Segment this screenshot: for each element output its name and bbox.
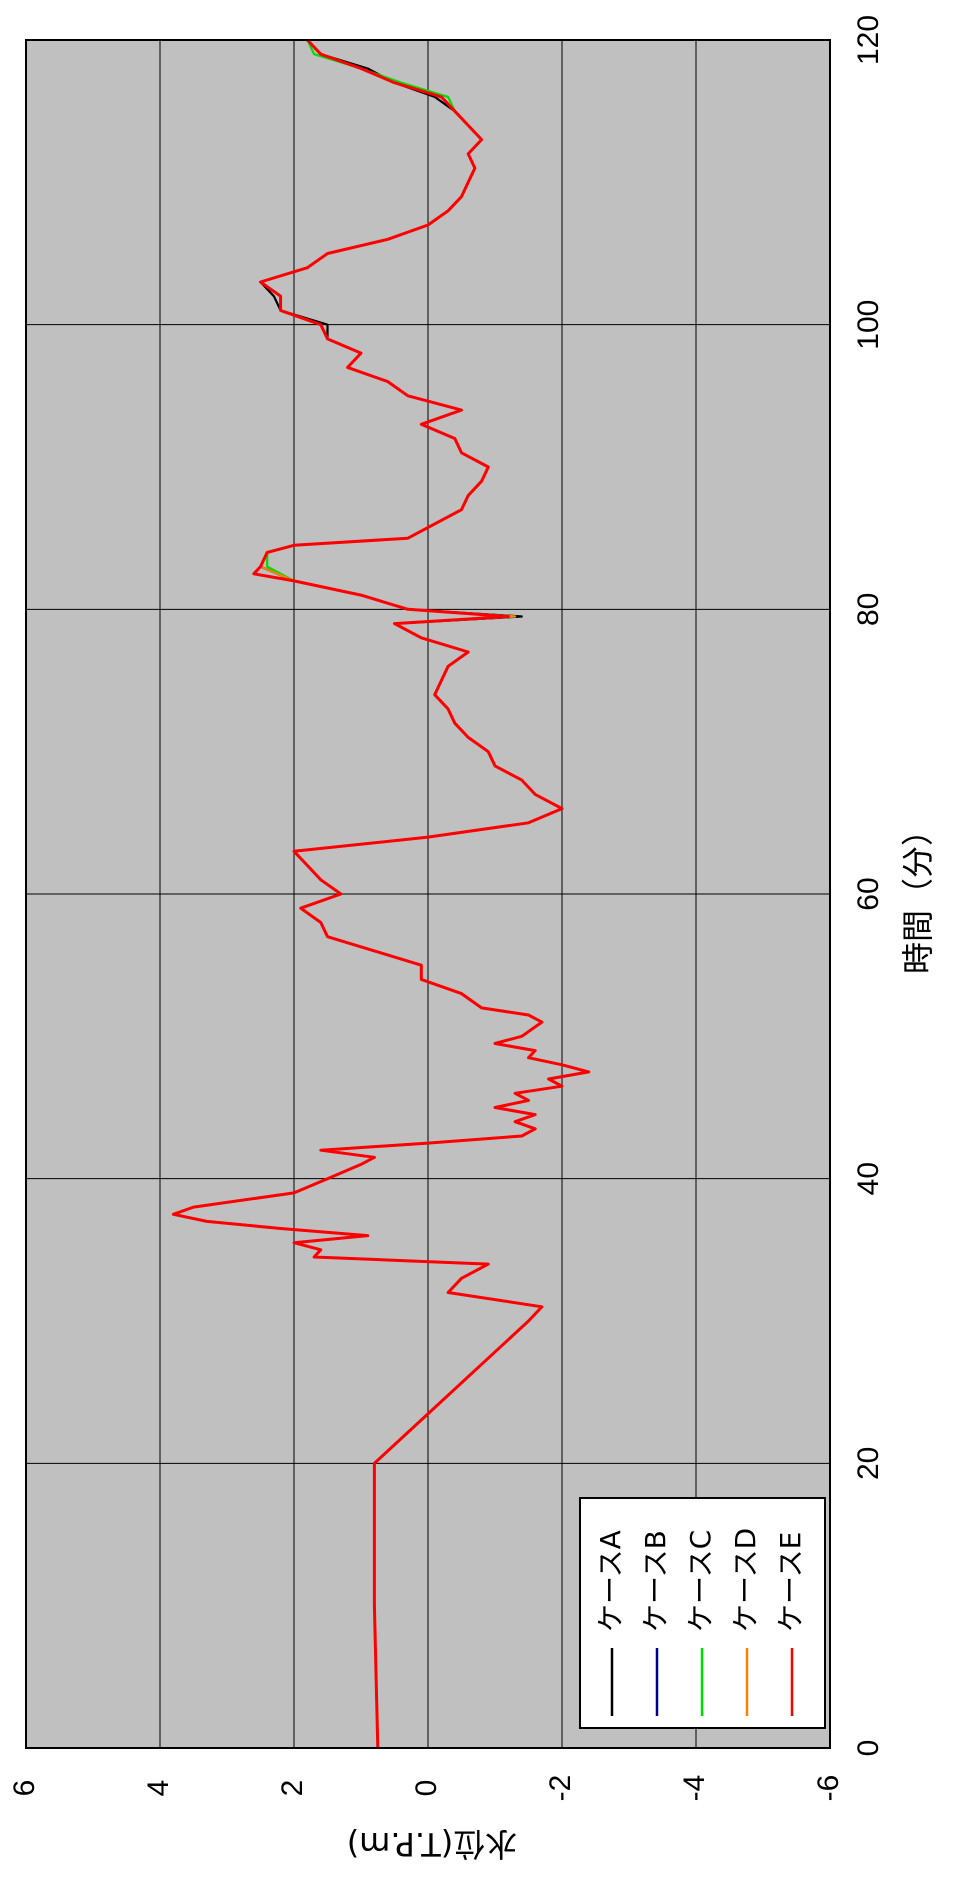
y-tick-label-1: -4 [678,1775,711,1802]
legend-label-4: ケースE [774,1532,807,1632]
legend-label-0: ケースA [594,1530,627,1632]
y-tick-label-4: 2 [276,1780,309,1797]
x-tick-label-0: 0 [852,1740,885,1757]
y-axis-title-group: 水位(T.P.m) [347,1825,518,1863]
series-lines [171,38,591,1749]
y-tick-label-5: 4 [142,1780,175,1797]
y-tick-labels: -6 -4 -2 0 2 4 6 [8,1775,845,1802]
plot-frame [25,39,831,1749]
x-axis-title-group: 時間（分） [899,814,937,974]
x-tick-label-1: 20 [852,1447,885,1480]
y-tick-label-3: 0 [410,1780,443,1797]
series-line-4 [171,38,591,1749]
x-tick-label-4: 80 [852,593,885,626]
legend-label-3: ケースD [729,1528,762,1632]
legend-label-2: ケースC [684,1530,717,1632]
y-axis-title: 水位(T.P.m) [347,1825,518,1863]
x-tick-label-6: 120 [852,15,885,65]
legend: ケースA ケースB ケースC ケースD ケースE [579,1497,826,1729]
y-tick-label-0: -6 [812,1775,845,1802]
legend-label-1: ケースB [639,1530,672,1632]
x-tick-label-2: 40 [852,1162,885,1195]
x-tick-labels: 0 20 40 60 80 100 120 [852,15,885,1756]
x-axis-title: 時間（分） [899,814,937,974]
y-tick-label-6: 6 [8,1780,41,1797]
x-tick-label-3: 60 [852,877,885,910]
x-tick-label-5: 100 [852,300,885,350]
y-tick-label-2: -2 [544,1775,577,1802]
